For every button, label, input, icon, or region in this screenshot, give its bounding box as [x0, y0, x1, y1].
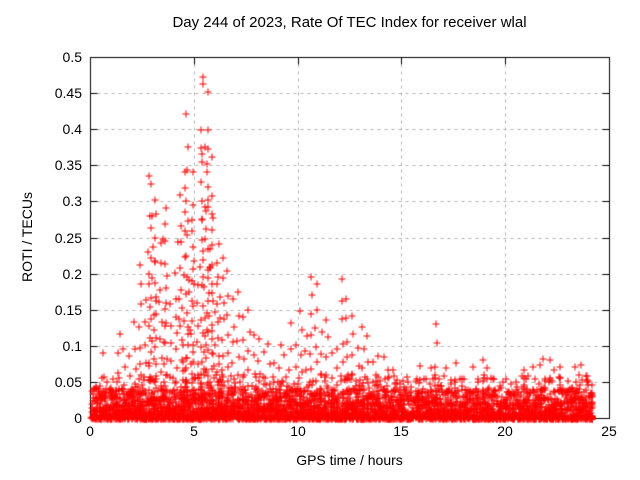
y-tick-label: 0.35	[54, 157, 82, 173]
x-axis-label: GPS time / hours	[296, 452, 403, 468]
y-tick-label: 0.15	[54, 302, 82, 318]
y-tick-label: 0	[74, 410, 82, 426]
chart-title: Day 244 of 2023, Rate Of TEC Index for r…	[172, 14, 527, 31]
y-tick-label: 0.4	[62, 121, 82, 137]
y-tick-label: 0.05	[54, 374, 82, 390]
y-tick-label: 0.1	[62, 338, 82, 354]
x-tick-label: 15	[393, 423, 409, 439]
x-tick-label: 0	[86, 423, 94, 439]
x-tick-label: 25	[601, 423, 617, 439]
x-tick-label: 20	[497, 423, 513, 439]
x-tick-label: 10	[290, 423, 306, 439]
y-tick-label: 0.45	[54, 85, 82, 101]
y-tick-label: 0.25	[54, 230, 82, 246]
y-tick-label: 0.3	[62, 193, 82, 209]
y-tick-label: 0.2	[62, 266, 82, 282]
x-tick-label: 5	[190, 423, 198, 439]
y-tick-label: 0.5	[62, 49, 82, 65]
